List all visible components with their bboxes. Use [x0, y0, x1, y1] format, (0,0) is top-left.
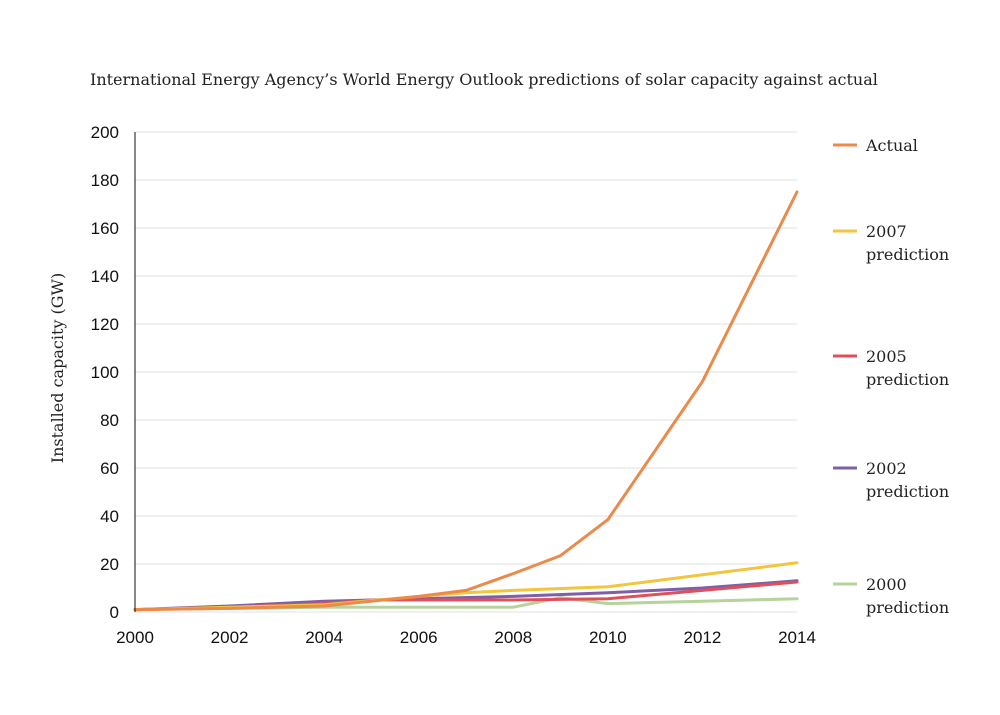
x-tick-label: 2002: [211, 628, 249, 647]
y-tick-label: 60: [100, 459, 119, 478]
series-line-2002-prediction: [133, 579, 799, 612]
x-tick-label: 2006: [400, 628, 438, 647]
y-tick-label: 200: [91, 123, 119, 142]
y-tick-label: 160: [91, 219, 119, 238]
series-line-2000-prediction: [133, 596, 799, 612]
x-tick-label: 2008: [494, 628, 532, 647]
legend-label-2005-prediction: 2005: [866, 347, 907, 366]
y-tick-label: 100: [91, 363, 119, 382]
y-tick-label: 120: [91, 315, 119, 334]
y-tick-label: 20: [100, 555, 119, 574]
legend-label-actual: Actual: [865, 136, 918, 155]
y-tick-label: 180: [91, 171, 119, 190]
x-tick-label: 2010: [589, 628, 627, 647]
y-tick-label: 40: [100, 507, 119, 526]
x-tick-label: 2000: [116, 628, 154, 647]
legend-label-2005-prediction: prediction: [866, 370, 949, 389]
legend-label-2007-prediction: 2007: [866, 222, 907, 241]
series-line-actual: [133, 190, 799, 612]
y-tick-label: 0: [110, 603, 119, 622]
x-tick-label: 2014: [778, 628, 816, 647]
legend-label-2002-prediction: prediction: [866, 482, 949, 501]
x-axis-ticks: 2000 2002 2004 2006 2008 2010 2012 2014: [116, 628, 816, 647]
y-axis-ticks: 0 20 40 60 80 100 120 140 160 180 200: [91, 123, 119, 622]
legend: Actual 2007 prediction 2005 prediction 2002 pr…: [833, 136, 949, 617]
legend-label-2000-prediction: 2000: [866, 575, 907, 594]
y-tick-label: 140: [91, 267, 119, 286]
legend-label-2002-prediction: 2002: [866, 459, 907, 478]
x-tick-label: 2004: [305, 628, 343, 647]
y-axis-label: Installed capacity (GW): [48, 273, 67, 463]
series-lines: [133, 190, 799, 612]
y-tick-label: 80: [100, 411, 119, 430]
chart-title: International Energy Agency’s World Ener…: [90, 70, 878, 89]
grid-lines: [135, 131, 797, 613]
x-tick-label: 2012: [684, 628, 722, 647]
legend-label-2007-prediction: prediction: [866, 245, 949, 264]
legend-label-2000-prediction: prediction: [866, 598, 949, 617]
